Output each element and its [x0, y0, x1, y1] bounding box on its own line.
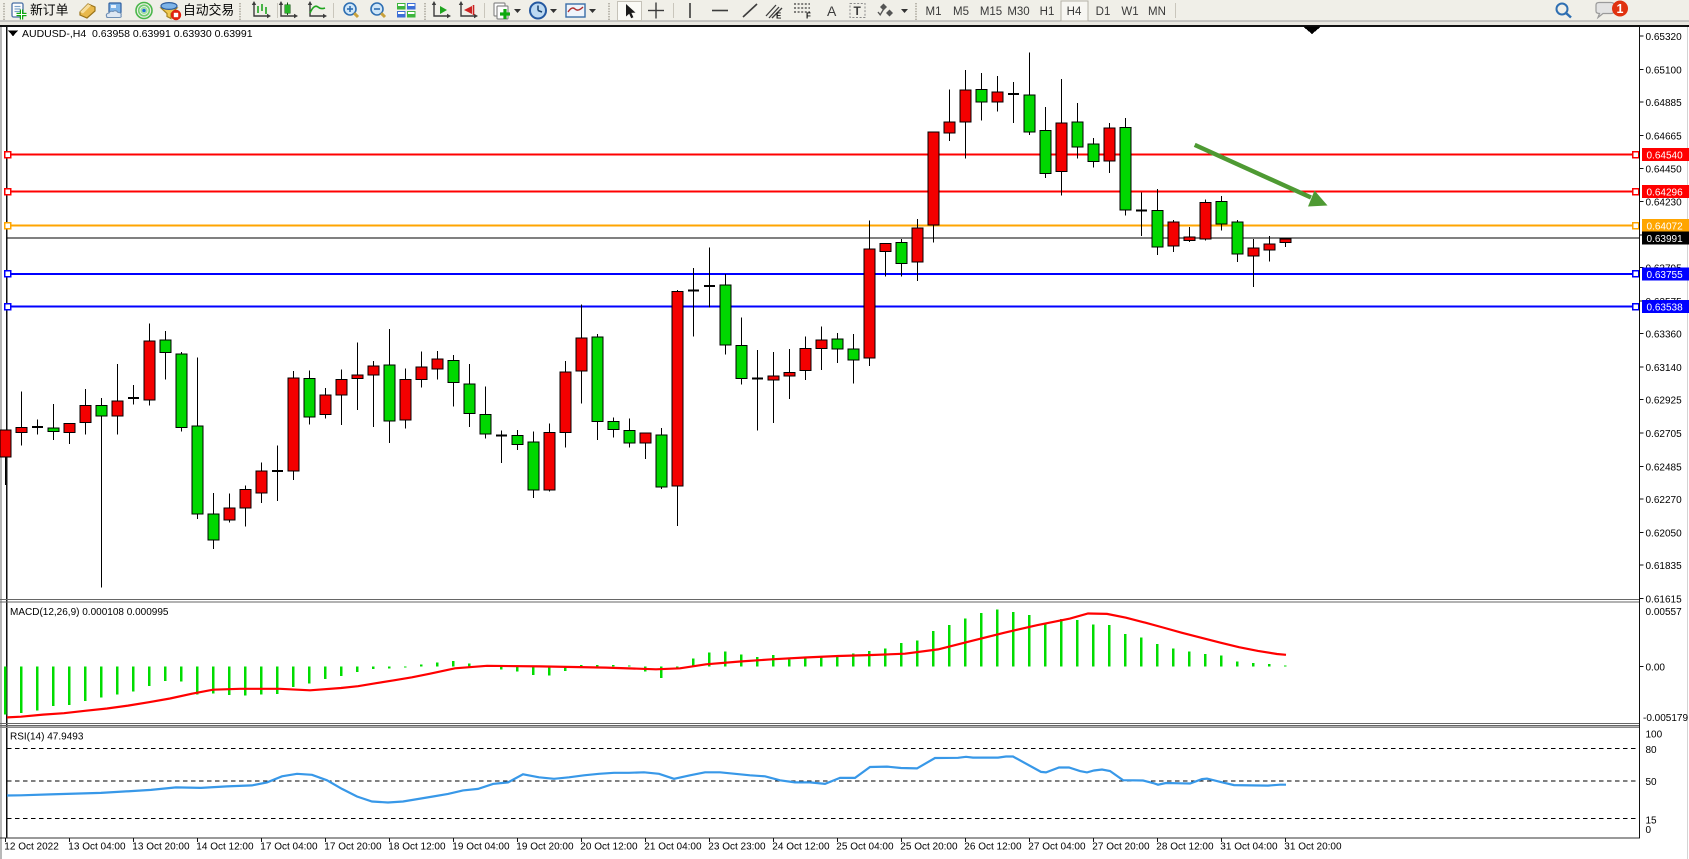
svg-text:D1: D1 [1096, 6, 1111, 18]
svg-text:H1: H1 [1040, 6, 1055, 18]
svg-text:13 Oct 20:00: 13 Oct 20:00 [132, 842, 190, 853]
svg-text:0.64296: 0.64296 [1647, 188, 1684, 199]
svg-text:0.64665: 0.64665 [1646, 132, 1683, 143]
svg-text:50: 50 [1646, 777, 1658, 788]
svg-text:0.62050: 0.62050 [1646, 529, 1683, 540]
svg-text:RSI(14) 47.9493: RSI(14) 47.9493 [10, 732, 84, 743]
svg-text:31 Oct 04:00: 31 Oct 04:00 [1220, 842, 1278, 853]
svg-text:T: T [854, 4, 862, 18]
svg-text:0.65320: 0.65320 [1646, 32, 1683, 43]
svg-text:27 Oct 04:00: 27 Oct 04:00 [1028, 842, 1086, 853]
svg-text:0.62705: 0.62705 [1646, 429, 1683, 440]
svg-text:0.00: 0.00 [1646, 662, 1666, 673]
svg-text:100: 100 [1646, 730, 1663, 741]
svg-text:M15: M15 [980, 6, 1002, 18]
svg-text:0.63360: 0.63360 [1646, 330, 1683, 341]
svg-text:0.61835: 0.61835 [1646, 561, 1683, 572]
svg-text:1: 1 [1617, 2, 1624, 16]
svg-text:24 Oct 12:00: 24 Oct 12:00 [772, 842, 830, 853]
svg-text:20 Oct 12:00: 20 Oct 12:00 [580, 842, 638, 853]
svg-text:0.63140: 0.63140 [1646, 363, 1683, 374]
svg-text:自动交易: 自动交易 [183, 3, 234, 18]
svg-text:0.64450: 0.64450 [1646, 164, 1683, 175]
svg-text:MN: MN [1148, 6, 1166, 18]
svg-text:0.65100: 0.65100 [1646, 66, 1683, 77]
svg-text:0: 0 [1646, 825, 1652, 836]
svg-text:23 Oct 23:00: 23 Oct 23:00 [708, 842, 766, 853]
svg-text:19 Oct 04:00: 19 Oct 04:00 [452, 842, 510, 853]
svg-text:AUDUSD-,H4 0.63958 0.63991 0.: AUDUSD-,H4 0.63958 0.63991 0.63930 0.639… [22, 28, 253, 40]
svg-text:13 Oct 04:00: 13 Oct 04:00 [68, 842, 126, 853]
svg-text:80: 80 [1646, 745, 1658, 756]
svg-text:F: F [806, 12, 811, 21]
svg-text:W1: W1 [1121, 6, 1138, 18]
svg-text:15: 15 [1646, 815, 1658, 826]
svg-text:17 Oct 04:00: 17 Oct 04:00 [260, 842, 318, 853]
svg-text:31 Oct 20:00: 31 Oct 20:00 [1284, 842, 1342, 853]
svg-text:0.64885: 0.64885 [1646, 98, 1683, 109]
svg-text:新订单: 新订单 [30, 3, 69, 18]
svg-text:E: E [776, 12, 782, 21]
svg-text:19 Oct 20:00: 19 Oct 20:00 [516, 842, 574, 853]
svg-text:25 Oct 04:00: 25 Oct 04:00 [836, 842, 894, 853]
svg-text:0.61615: 0.61615 [1646, 595, 1683, 606]
svg-text:0.64230: 0.64230 [1646, 198, 1683, 209]
svg-text:M30: M30 [1007, 6, 1029, 18]
svg-text:12 Oct 2022: 12 Oct 2022 [4, 842, 59, 853]
svg-text:27 Oct 20:00: 27 Oct 20:00 [1092, 842, 1150, 853]
svg-text:18 Oct 12:00: 18 Oct 12:00 [388, 842, 446, 853]
svg-text:-0.005179: -0.005179 [1643, 713, 1688, 724]
svg-text:0.00557: 0.00557 [1646, 607, 1683, 618]
svg-text:MACD(12,26,9) 0.000108 0.00099: MACD(12,26,9) 0.000108 0.000995 [10, 607, 169, 618]
svg-text:0.64072: 0.64072 [1647, 222, 1684, 233]
svg-text:0.63538: 0.63538 [1647, 303, 1684, 314]
svg-text:0.62485: 0.62485 [1646, 463, 1683, 474]
svg-text:M5: M5 [953, 6, 969, 18]
svg-text:0.62270: 0.62270 [1646, 495, 1683, 506]
svg-text:M1: M1 [926, 6, 942, 18]
svg-text:A: A [827, 3, 837, 19]
svg-text:H4: H4 [1067, 6, 1082, 18]
svg-text:0.64540: 0.64540 [1647, 151, 1684, 162]
svg-text:21 Oct 04:00: 21 Oct 04:00 [644, 842, 702, 853]
svg-text:14 Oct 12:00: 14 Oct 12:00 [196, 842, 254, 853]
svg-text:0.63755: 0.63755 [1647, 270, 1684, 281]
svg-text:17 Oct 20:00: 17 Oct 20:00 [324, 842, 382, 853]
svg-text:0.63991: 0.63991 [1647, 234, 1684, 245]
svg-text:25 Oct 20:00: 25 Oct 20:00 [900, 842, 958, 853]
svg-text:26 Oct 12:00: 26 Oct 12:00 [964, 842, 1022, 853]
svg-text:28 Oct 12:00: 28 Oct 12:00 [1156, 842, 1214, 853]
svg-text:0.62925: 0.62925 [1646, 396, 1683, 407]
